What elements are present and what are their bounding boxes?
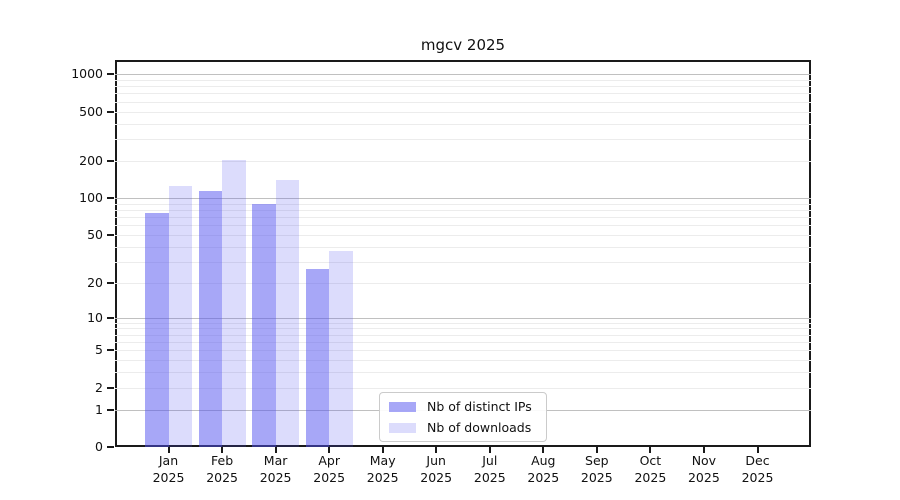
gridline-minor: [115, 111, 811, 113]
gridline-minor: [115, 79, 811, 81]
y-tick-label: 2: [95, 379, 103, 395]
x-tick-label: Oct 2025: [634, 453, 667, 485]
y-tick: [107, 408, 114, 411]
x-tick-label: Sep 2025: [580, 453, 613, 485]
y-tick-label: 50: [87, 226, 103, 242]
plot-area: [115, 60, 811, 447]
gridline-major: [115, 74, 811, 76]
bar-downloads-feb: [222, 159, 246, 447]
x-tick: [381, 447, 384, 453]
x-tick-label: Mar 2025: [259, 453, 292, 485]
x-tick: [488, 447, 491, 453]
legend-label: Nb of downloads: [427, 420, 532, 435]
y-tick-label: 1000: [71, 66, 103, 82]
x-tick: [274, 447, 277, 453]
bar-distinct-ips-feb: [198, 190, 223, 447]
y-tick: [107, 349, 114, 352]
legend-entry-downloads: Nb of downloads: [389, 420, 537, 435]
x-tick: [542, 447, 545, 453]
bar-downloads-jan: [168, 186, 193, 447]
y-tick-label: 200: [79, 152, 103, 168]
gridline-minor: [115, 139, 811, 140]
y-tick-label: 0: [95, 439, 103, 454]
x-tick: [328, 447, 331, 453]
legend-swatch-downloads-icon: [389, 422, 416, 433]
x-tick: [221, 447, 224, 453]
x-tick-label: Apr 2025: [313, 453, 346, 485]
x-tick: [595, 447, 598, 453]
gridline-minor: [115, 123, 811, 125]
y-tick: [107, 159, 114, 162]
y-tick: [107, 196, 114, 199]
y-tick: [107, 233, 114, 236]
y-tick: [107, 316, 114, 319]
x-tick-label: Dec 2025: [741, 453, 774, 485]
x-tick-label: May 2025: [366, 453, 399, 485]
x-tick-label: Feb 2025: [206, 453, 238, 485]
y-tick: [107, 446, 114, 448]
y-tick-label: 20: [87, 274, 103, 290]
y-tick-label: 10: [87, 309, 103, 325]
y-tick: [107, 73, 114, 76]
x-tick: [702, 447, 705, 453]
x-tick: [167, 447, 170, 453]
legend: Nb of distinct IPs Nb of downloads: [379, 392, 547, 442]
y-tick: [107, 110, 114, 113]
y-tick-label: 500: [79, 103, 103, 119]
x-tick-label: Jun 2025: [420, 453, 453, 485]
x-tick-label: Nov 2025: [687, 453, 720, 485]
legend-label: Nb of distinct IPs: [427, 399, 532, 414]
x-tick-label: Aug 2025: [527, 453, 560, 485]
chart-title: mgcv 2025: [420, 36, 506, 54]
gridline-minor: [115, 160, 811, 162]
gridline-minor: [115, 93, 811, 95]
gridline-minor: [115, 86, 811, 88]
y-tick-label: 5: [95, 342, 103, 358]
legend-swatch-distinct-ips-icon: [389, 401, 416, 412]
legend-entry-distinct-ips: Nb of distinct IPs: [389, 399, 537, 414]
x-tick-label: Jan 2025: [152, 453, 185, 485]
y-tick: [107, 281, 114, 284]
x-tick: [435, 447, 438, 453]
y-tick-label: 100: [79, 189, 103, 205]
x-tick-label: Jul 2025: [473, 453, 506, 485]
y-tick: [107, 386, 114, 389]
gridline-minor: [115, 101, 811, 103]
x-tick: [649, 447, 652, 453]
bar-downloads-apr: [329, 250, 353, 447]
bar-distinct-ips-jan: [145, 213, 169, 447]
bar-distinct-ips-apr: [305, 269, 330, 447]
bar-distinct-ips-mar: [252, 203, 276, 447]
x-tick: [756, 447, 759, 453]
y-tick-label: 1: [95, 401, 103, 417]
bar-downloads-mar: [275, 179, 300, 447]
